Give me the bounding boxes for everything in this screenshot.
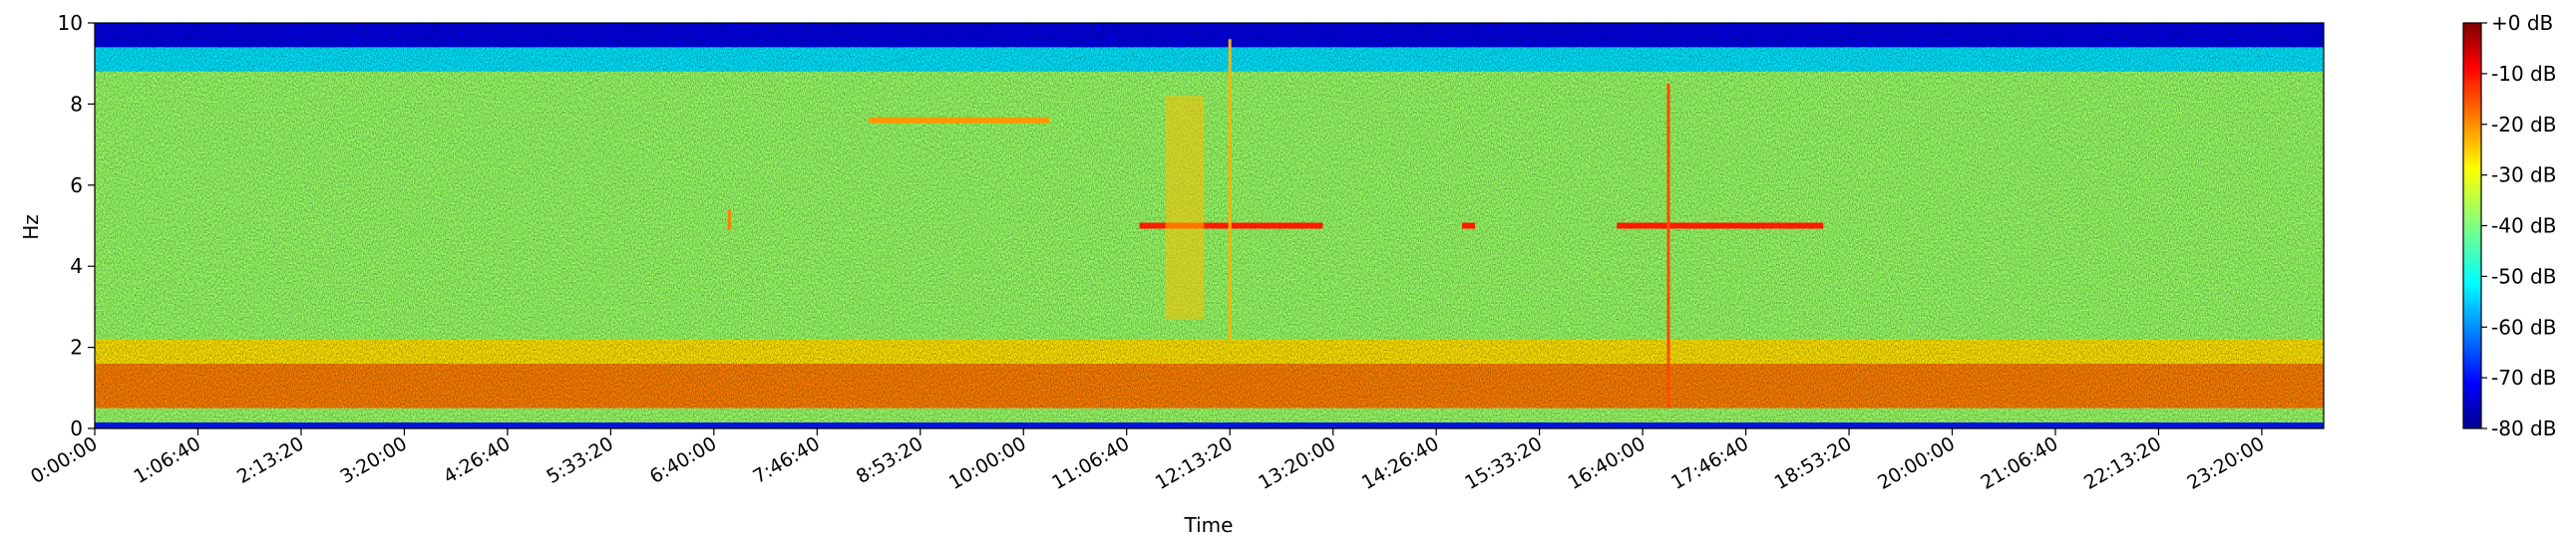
colorbar-tick-label-3: -30 dB [2491, 163, 2556, 187]
y-tick-label-1: 2 [70, 336, 83, 360]
x-tick-label-12: 13:20:00 [1255, 432, 1339, 494]
x-tick-label-18: 20:00:00 [1874, 432, 1959, 494]
x-tick-label-13: 14:26:40 [1358, 432, 1443, 494]
feature-tone-2 [1617, 222, 1824, 229]
y-tick-label-4: 8 [70, 92, 83, 116]
y-tick-label-0: 0 [70, 416, 83, 440]
y-tick-label-5: 10 [58, 11, 83, 35]
y-axis-label: Hz [19, 214, 43, 240]
colorbar-gradient [2463, 23, 2481, 428]
x-tick-label-2: 2:13:20 [233, 432, 307, 488]
x-tick-label-3: 3:20:00 [336, 432, 410, 488]
y-tick-label-2: 4 [70, 254, 83, 278]
x-tick-label-6: 6:40:00 [646, 432, 720, 488]
x-tick-label-19: 21:06:40 [1978, 432, 2062, 494]
x-tick-label-16: 17:46:40 [1667, 432, 1752, 494]
x-tick-label-11: 12:13:20 [1152, 432, 1237, 494]
plot-frame [94, 22, 2325, 429]
x-tick-label-1: 1:06:40 [131, 432, 204, 488]
x-tick-label-4: 4:26:40 [440, 432, 514, 488]
x-tick-label-21: 23:20:00 [2184, 432, 2269, 494]
x-tick-label-14: 15:33:20 [1461, 432, 1546, 494]
feature-broadband-7 [1165, 96, 1205, 320]
colorbar-tick-label-2: -20 dB [2491, 113, 2556, 137]
feature-impulse-6 [727, 209, 731, 230]
colorbar-tick-label-7: -70 dB [2491, 366, 2556, 390]
feature-impulse-5 [1228, 39, 1232, 340]
colorbar: +0 dB -10 dB -20 dB -30 dB -40 dB -50 dB -60 d… [2462, 11, 2556, 440]
x-tick-label-20: 22:13:20 [2080, 432, 2165, 494]
y-tick-label-3: 6 [70, 173, 83, 197]
feature-impulse-4 [1666, 84, 1670, 409]
colorbar-tick-label-1: -10 dB [2491, 62, 2556, 86]
colorbar-tick-label-6: -60 dB [2491, 315, 2556, 339]
plot-area [95, 23, 2324, 428]
x-axis-label: Time [1184, 513, 1234, 537]
x-tick-label-5: 5:33:20 [543, 432, 616, 488]
x-tick-label-7: 7:46:40 [749, 432, 823, 488]
colorbar-tick-label-4: -40 dB [2491, 214, 2556, 238]
colorbar-tick-label-5: -50 dB [2491, 264, 2556, 288]
x-tick-label-8: 8:53:20 [853, 432, 926, 488]
x-tick-label-17: 18:53:20 [1771, 432, 1856, 494]
colorbar-tick-label-8: -80 dB [2491, 416, 2556, 440]
colorbar-tick-label-0: +0 dB [2491, 11, 2553, 35]
x-tick-label-15: 16:40:00 [1565, 432, 1650, 494]
feature-tone-3 [869, 117, 1050, 124]
feature-tone-1 [1462, 222, 1475, 229]
x-tick-label-9: 10:00:00 [945, 432, 1030, 494]
x-tick-label-0: 0:00:00 [27, 432, 101, 488]
x-tick-label-10: 11:06:40 [1048, 432, 1133, 494]
